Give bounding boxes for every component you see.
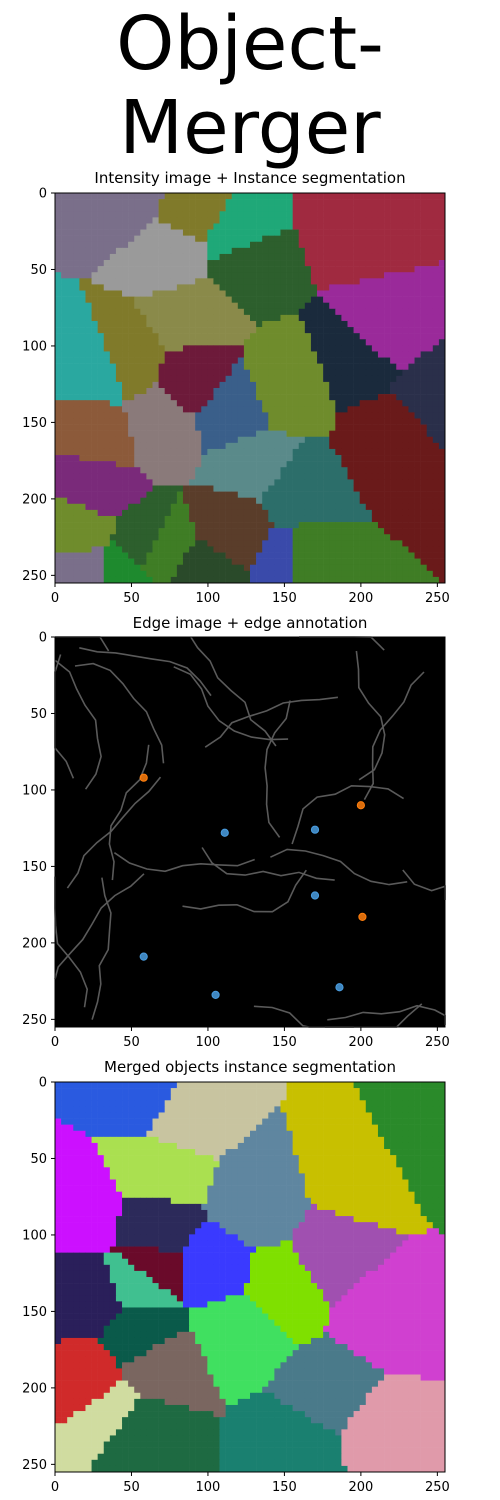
annotation-point-1-1 [311, 826, 318, 833]
y-tick-label: 150 [22, 416, 47, 431]
y-tick-label: 50 [30, 707, 47, 722]
x-tick-label: 100 [196, 591, 221, 606]
y-tick-label: 50 [30, 1152, 47, 1167]
edge-background [55, 637, 445, 1027]
segmentation-image [55, 193, 445, 583]
x-tick-label: 250 [425, 1480, 450, 1495]
y-tick-label: 200 [22, 1381, 47, 1396]
y-tick-label: 200 [22, 936, 47, 951]
x-tick-label: 200 [348, 1035, 373, 1050]
x-tick-label: 150 [272, 591, 297, 606]
annotation-point-1-2 [311, 892, 318, 899]
figure-title-line-1: Object- [0, 2, 500, 86]
y-tick-label: 0 [39, 631, 47, 646]
annotation-point-1-0 [221, 829, 228, 836]
segmentation-image [55, 1082, 445, 1472]
annotation-point-1-4 [212, 991, 219, 998]
x-tick-label: 50 [123, 1035, 140, 1050]
annotation-point-0-0 [140, 774, 147, 781]
y-tick-label: 0 [39, 187, 47, 202]
y-tick-label: 250 [22, 569, 47, 584]
annotation-point-1-5 [336, 984, 343, 991]
y-tick-label: 100 [22, 1228, 47, 1243]
y-tick-label: 150 [22, 1305, 47, 1320]
y-tick-label: 100 [22, 783, 47, 798]
y-tick-label: 0 [39, 1076, 47, 1091]
annotation-point-0-1 [357, 802, 364, 809]
x-tick-label: 100 [196, 1035, 221, 1050]
x-tick-label: 0 [51, 1035, 59, 1050]
panel-intensity-segmentation: Intensity image + Instance segmentation … [0, 168, 500, 608]
x-tick-label: 0 [51, 1480, 59, 1495]
x-tick-label: 250 [425, 591, 450, 606]
figure-title: Object- Merger [0, 0, 500, 170]
x-tick-label: 50 [123, 1480, 140, 1495]
annotation-point-0-2 [359, 913, 366, 920]
y-tick-label: 100 [22, 339, 47, 354]
x-tick-label: 100 [196, 1480, 221, 1495]
figure-title-line-2: Merger [0, 86, 500, 170]
y-tick-label: 250 [22, 1013, 47, 1028]
y-tick-label: 150 [22, 860, 47, 875]
x-tick-label: 200 [348, 1480, 373, 1495]
x-tick-label: 150 [272, 1480, 297, 1495]
panel-merged-segmentation: Merged objects instance segmentation 0 50… [0, 1057, 500, 1497]
y-tick-label: 200 [22, 492, 47, 507]
intensity-segmentation-chart: 0 50 100 150 200 250 0 50 100 150 200 250 [0, 168, 500, 608]
x-tick-label: 150 [272, 1035, 297, 1050]
annotation-point-1-3 [140, 953, 147, 960]
x-tick-label: 250 [425, 1035, 450, 1050]
x-tick-label: 200 [348, 591, 373, 606]
merged-segmentation-chart: 0 50 100 150 200 250 0 50 100 150 200 250 [0, 1057, 500, 1497]
x-tick-label: 50 [123, 591, 140, 606]
y-tick-label: 250 [22, 1458, 47, 1473]
y-tick-label: 50 [30, 263, 47, 278]
edge-annotation-chart: 0 50 100 150 200 250 0 50 100 150 200 250 [0, 612, 500, 1052]
panel-edge-annotation: Edge image + edge annotation 0 50 100 150 20… [0, 612, 500, 1052]
x-tick-label: 0 [51, 591, 59, 606]
